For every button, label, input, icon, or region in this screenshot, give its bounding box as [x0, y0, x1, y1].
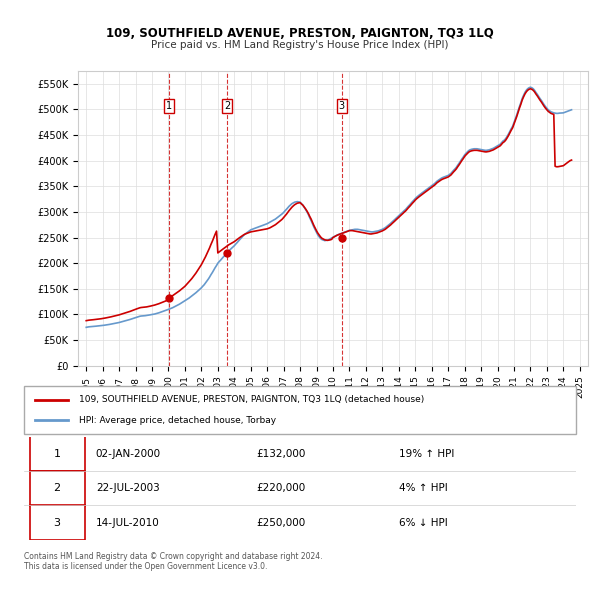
Text: HPI: Average price, detached house, Torbay: HPI: Average price, detached house, Torb… [79, 416, 277, 425]
Text: 109, SOUTHFIELD AVENUE, PRESTON, PAIGNTON, TQ3 1LQ: 109, SOUTHFIELD AVENUE, PRESTON, PAIGNTO… [106, 27, 494, 40]
Text: £220,000: £220,000 [256, 483, 305, 493]
Text: 109, SOUTHFIELD AVENUE, PRESTON, PAIGNTON, TQ3 1LQ (detached house): 109, SOUTHFIELD AVENUE, PRESTON, PAIGNTO… [79, 395, 424, 404]
Text: 02-JAN-2000: 02-JAN-2000 [96, 449, 161, 459]
FancyBboxPatch shape [29, 436, 85, 471]
Text: 1: 1 [166, 101, 172, 111]
Text: 3: 3 [338, 101, 345, 111]
Text: 3: 3 [53, 517, 61, 527]
Text: Price paid vs. HM Land Registry's House Price Index (HPI): Price paid vs. HM Land Registry's House … [151, 40, 449, 50]
FancyBboxPatch shape [29, 471, 85, 506]
Text: 2: 2 [53, 483, 61, 493]
Text: 19% ↑ HPI: 19% ↑ HPI [400, 449, 455, 459]
Text: 14-JUL-2010: 14-JUL-2010 [96, 517, 160, 527]
Text: £250,000: £250,000 [256, 517, 305, 527]
Text: £132,000: £132,000 [256, 449, 305, 459]
Text: 4% ↑ HPI: 4% ↑ HPI [400, 483, 448, 493]
Text: 22-JUL-2003: 22-JUL-2003 [96, 483, 160, 493]
FancyBboxPatch shape [24, 386, 576, 434]
Text: 2: 2 [224, 101, 230, 111]
FancyBboxPatch shape [29, 505, 85, 540]
Text: Contains HM Land Registry data © Crown copyright and database right 2024.
This d: Contains HM Land Registry data © Crown c… [24, 552, 323, 571]
Text: 6% ↓ HPI: 6% ↓ HPI [400, 517, 448, 527]
Text: 1: 1 [53, 449, 61, 459]
